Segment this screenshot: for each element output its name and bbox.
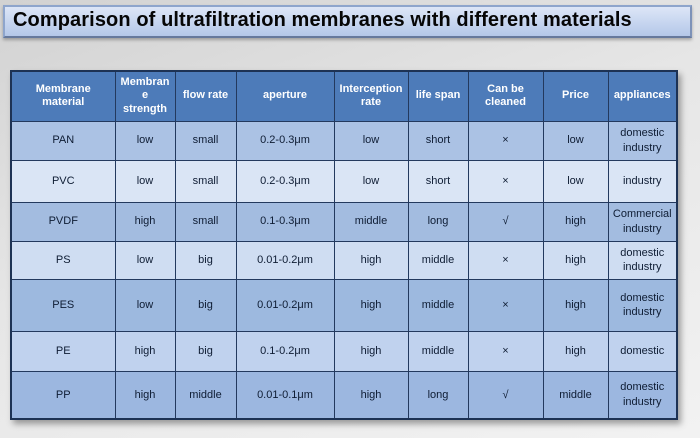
table-cell: √ <box>467 201 544 242</box>
table-cell: low <box>542 120 609 161</box>
header-row: Membrane material Membrane strength flow r… <box>10 70 678 122</box>
table-cell: high <box>333 240 409 280</box>
table-cell: high <box>333 278 409 332</box>
column-header: aperture <box>235 70 335 122</box>
table-cell: high <box>114 370 176 420</box>
column-header: Interception rate <box>333 70 409 122</box>
table-cell: small <box>174 201 237 242</box>
table-cell: low <box>114 240 176 280</box>
table-row: PP high middle 0.01-0.1μm high long √ middle dom… <box>10 370 678 420</box>
table-cell: 0.1-0.2μm <box>235 330 335 372</box>
page-title: Comparison of ultrafiltration membranes … <box>13 9 632 31</box>
table-cell: industry <box>607 159 678 203</box>
table-cell: middle <box>174 370 237 420</box>
table-cell: × <box>467 240 544 280</box>
table-cell: long <box>407 370 469 420</box>
table-row: PES low big 0.01-0.2μm high middle × high domest… <box>10 278 678 332</box>
table-cell: middle <box>407 278 469 332</box>
table-cell: √ <box>467 370 544 420</box>
table-cell: small <box>174 159 237 203</box>
table-cell: low <box>333 159 409 203</box>
table-cell: 0.1-0.3μm <box>235 201 335 242</box>
table-cell: low <box>114 278 176 332</box>
column-header: Price <box>542 70 609 122</box>
table-cell: domestic industry <box>607 240 678 280</box>
table-cell: 0.2-0.3μm <box>235 159 335 203</box>
table-cell: middle <box>333 201 409 242</box>
table-cell: high <box>114 330 176 372</box>
table-row: PAN low small 0.2-0.3μm low short × low domestic… <box>10 120 678 161</box>
row-label: PS <box>10 240 116 280</box>
table-header: Membrane material Membrane strength flow r… <box>10 70 678 122</box>
table-cell: big <box>174 278 237 332</box>
table-cell: low <box>333 120 409 161</box>
comparison-table: Membrane material Membrane strength flow r… <box>10 70 678 420</box>
table-cell: domestic industry <box>607 120 678 161</box>
table-cell: 0.01-0.1μm <box>235 370 335 420</box>
table-cell: big <box>174 240 237 280</box>
column-header: Can be cleaned <box>467 70 544 122</box>
table-cell: domestic industry <box>607 370 678 420</box>
table-cell: Commercial industry <box>607 201 678 242</box>
table-cell: big <box>174 330 237 372</box>
table-cell: × <box>467 120 544 161</box>
row-label: PVC <box>10 159 116 203</box>
table-cell: high <box>542 278 609 332</box>
table-cell: 0.01-0.2μm <box>235 278 335 332</box>
table-cell: high <box>333 370 409 420</box>
table-row: PVC low small 0.2-0.3μm low short × low industry <box>10 159 678 203</box>
table-row: PVDF high small 0.1-0.3μm middle long √ high Com… <box>10 201 678 242</box>
column-header: appliances <box>607 70 678 122</box>
table-cell: middle <box>407 330 469 372</box>
row-label: PVDF <box>10 201 116 242</box>
table-cell: short <box>407 120 469 161</box>
table-cell: × <box>467 330 544 372</box>
table-cell: low <box>114 159 176 203</box>
table-cell: long <box>407 201 469 242</box>
row-label: PE <box>10 330 116 372</box>
table-cell: small <box>174 120 237 161</box>
table-cell: domestic industry <box>607 278 678 332</box>
column-header: flow rate <box>174 70 237 122</box>
table-cell: high <box>542 201 609 242</box>
table-cell: high <box>542 240 609 280</box>
table-cell: short <box>407 159 469 203</box>
column-header: Membrane strength <box>114 70 176 122</box>
row-label: PES <box>10 278 116 332</box>
table-cell: 0.01-0.2μm <box>235 240 335 280</box>
table-cell: middle <box>542 370 609 420</box>
title-banner: Comparison of ultrafiltration membranes … <box>3 5 692 38</box>
table-body: PAN low small 0.2-0.3μm low short × low domestic… <box>10 120 678 420</box>
column-header: Membrane material <box>10 70 116 122</box>
table-cell: low <box>114 120 176 161</box>
row-label: PP <box>10 370 116 420</box>
table-cell: middle <box>407 240 469 280</box>
table-cell: 0.2-0.3μm <box>235 120 335 161</box>
table-cell: × <box>467 159 544 203</box>
table-cell: low <box>542 159 609 203</box>
table-cell: high <box>542 330 609 372</box>
column-header: life span <box>407 70 469 122</box>
table-cell: high <box>333 330 409 372</box>
table-cell: × <box>467 278 544 332</box>
table-row: PE high big 0.1-0.2μm high middle × high domesti… <box>10 330 678 372</box>
row-label: PAN <box>10 120 116 161</box>
table-cell: high <box>114 201 176 242</box>
table-cell: domestic <box>607 330 678 372</box>
table-row: PS low big 0.01-0.2μm high middle × high domesti… <box>10 240 678 280</box>
